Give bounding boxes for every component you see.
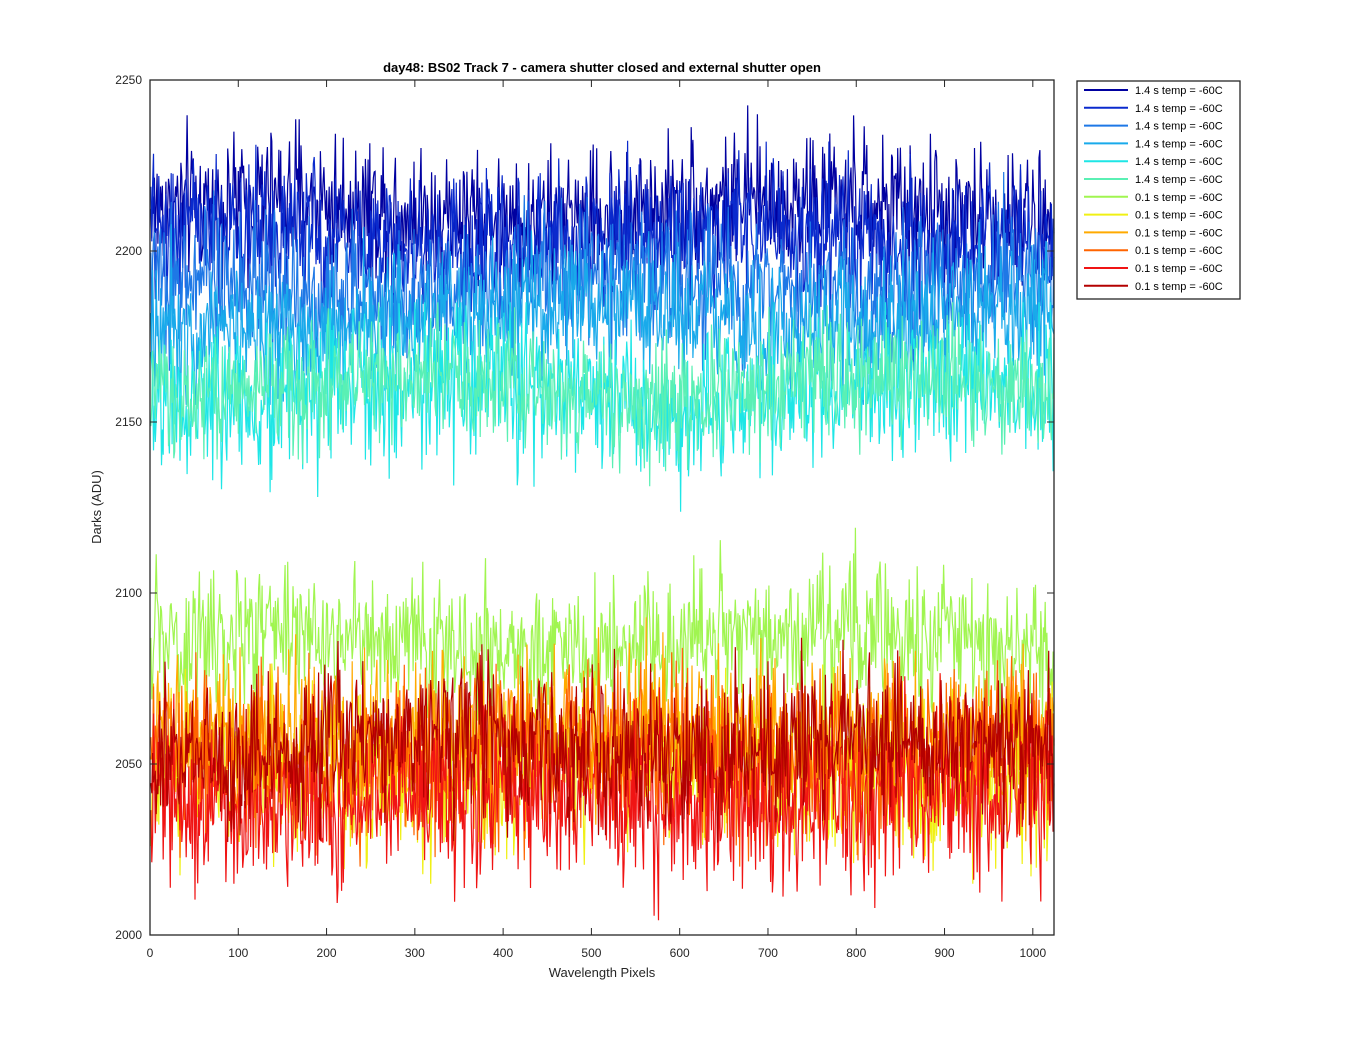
x-tick-label: 900	[935, 946, 955, 960]
legend-label: 0.1 s temp = -60C	[1135, 192, 1223, 204]
series-line	[150, 673, 1055, 921]
y-axis-label: Darks (ADU)	[89, 470, 104, 544]
series-line	[150, 527, 1055, 730]
x-tick-label: 800	[846, 946, 866, 960]
series-layer	[150, 105, 1055, 921]
legend-label: 0.1 s temp = -60C	[1135, 281, 1223, 293]
legend-label: 1.4 s temp = -60C	[1135, 85, 1223, 97]
legend-label: 0.1 s temp = -60C	[1135, 263, 1223, 275]
x-axis-label: Wavelength Pixels	[549, 965, 656, 980]
legend-label: 1.4 s temp = -60C	[1135, 156, 1223, 168]
y-tick-label: 2200	[115, 244, 142, 258]
x-tick-label: 300	[405, 946, 425, 960]
series-line	[150, 221, 1055, 405]
plot-box	[149, 79, 1055, 936]
x-axis: 0 100 200 300 400 500 600 700 800 900 1000	[147, 80, 1046, 960]
y-tick-label: 2050	[115, 757, 142, 771]
x-tick-label: 400	[493, 946, 513, 960]
legend-label: 0.1 s temp = -60C	[1135, 210, 1223, 222]
x-tick-label: 0	[147, 946, 154, 960]
legend-label: 1.4 s temp = -60C	[1135, 174, 1223, 186]
legend-box	[1076, 80, 1241, 300]
x-tick-label: 600	[670, 946, 690, 960]
y-tick-label: 2000	[115, 928, 142, 942]
y-tick-label: 2150	[115, 415, 142, 429]
x-tick-label: 700	[758, 946, 778, 960]
legend-label: 0.1 s temp = -60C	[1135, 227, 1223, 239]
y-axis: 2000 2050 2100 2150 2200 2250	[115, 73, 1054, 942]
y-tick-label: 2100	[115, 586, 142, 600]
y-tick-label: 2250	[115, 73, 142, 87]
legend-label: 1.4 s temp = -60C	[1135, 121, 1223, 133]
legend-label: 1.4 s temp = -60C	[1135, 103, 1223, 115]
chart-title: day48: BS02 Track 7 - camera shutter clo…	[383, 60, 821, 75]
series-line	[150, 637, 1055, 849]
series-line	[150, 302, 1055, 487]
x-tick-label: 500	[581, 946, 601, 960]
x-tick-label: 200	[317, 946, 337, 960]
legend: 1.4 s temp = -60C 1.4 s temp = -60C 1.4 s …	[1076, 80, 1241, 300]
legend-label: 0.1 s temp = -60C	[1135, 245, 1223, 257]
series-line	[150, 302, 1055, 512]
legend-label: 1.4 s temp = -60C	[1135, 138, 1223, 150]
x-tick-label: 1000	[1019, 946, 1046, 960]
x-tick-label: 100	[228, 946, 248, 960]
